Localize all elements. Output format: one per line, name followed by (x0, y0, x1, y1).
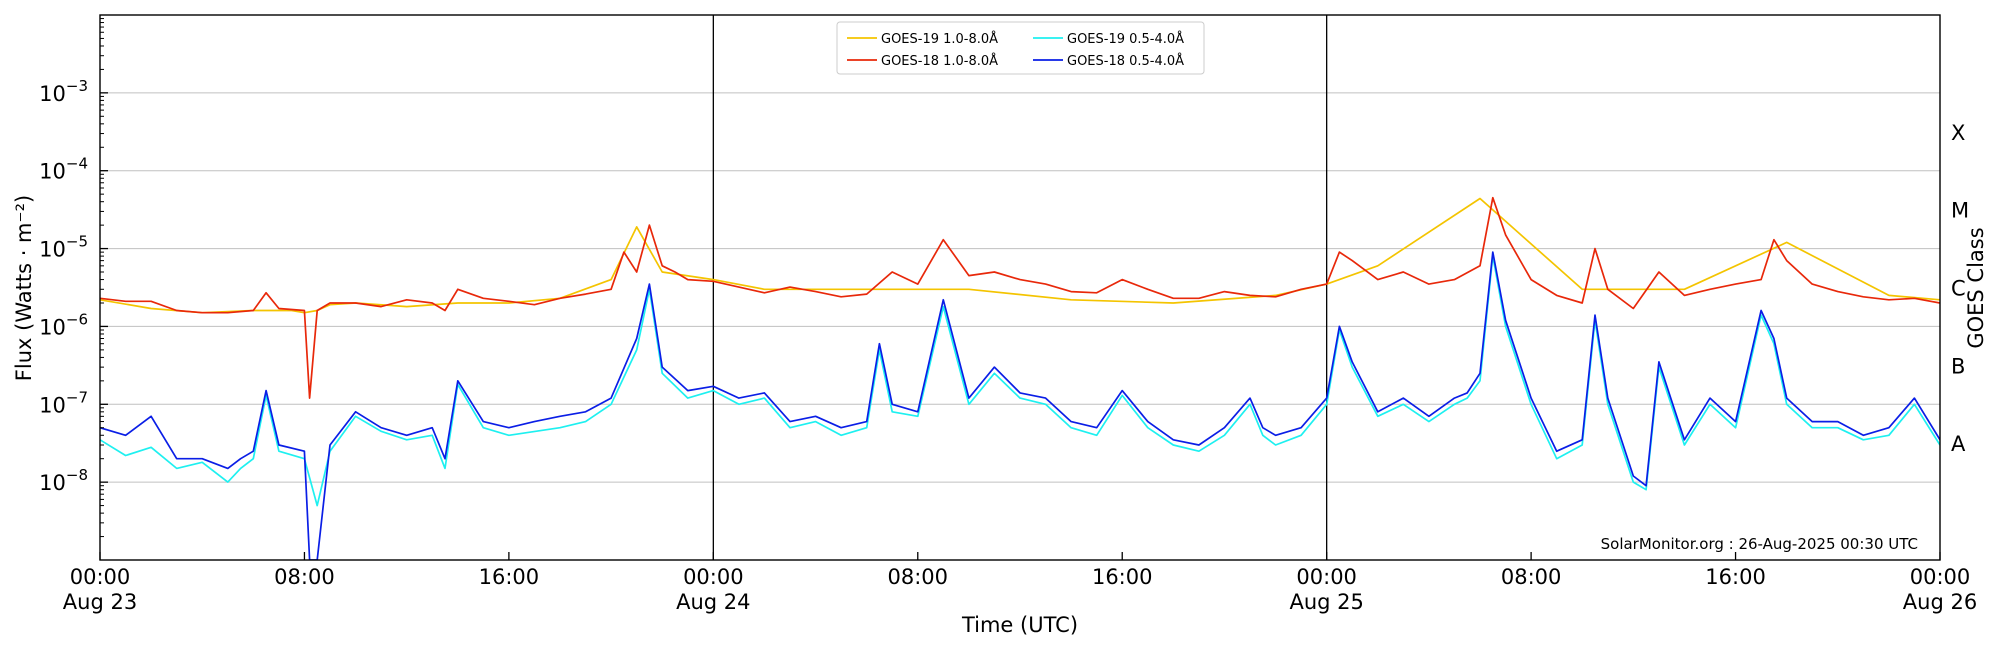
x-tick-time-label: 00:00 (70, 565, 131, 589)
goes-class-label: B (1951, 354, 1965, 378)
x-tick-time-label: 00:00 (1910, 565, 1971, 589)
series-line (100, 255, 1940, 507)
series-lines (100, 196, 1940, 560)
y-axis-ticks: 10−8 10−7 10−6 10−5 10−4 10−3 (39, 18, 108, 538)
x-axis-label: Time (UTC) (961, 613, 1078, 637)
goes-class-label: C (1951, 277, 1966, 301)
series-line (100, 251, 1940, 560)
x-tick-date-label: Aug 24 (676, 590, 750, 614)
legend-box (836, 21, 1205, 75)
goes-class-label: M (1951, 199, 1969, 223)
y-tick-label: 10−3 (39, 77, 88, 106)
day-separators (712, 15, 1328, 560)
legend-label: GOES-18 0.5-4.0Å (1067, 53, 1184, 69)
legend-label: GOES-19 0.5-4.0Å (1067, 31, 1184, 47)
series-line (100, 197, 1940, 314)
x-tick-time-label: 16:00 (1705, 565, 1766, 589)
x-tick-date-label: Aug 26 (1903, 590, 1977, 614)
x-tick-time-label: 08:00 (1501, 565, 1562, 589)
plot-frame (99, 14, 1941, 561)
series-line (100, 196, 1940, 399)
x-tick-time-label: 08:00 (888, 565, 949, 589)
credit-text: SolarMonitor.org : 26-Aug-2025 00:30 UTC (1601, 535, 1918, 553)
goes-class-label: X (1951, 121, 1965, 145)
y-tick-label: 10−7 (39, 388, 88, 417)
goes-class-labels: A B C M X (1951, 121, 1969, 456)
x-tick-time-label: 00:00 (683, 565, 744, 589)
legend: GOES-19 1.0-8.0Å GOES-18 1.0-8.0Å GOES-19 … (836, 21, 1205, 75)
legend-label: GOES-19 1.0-8.0Å (881, 31, 998, 47)
y-tick-label: 10−6 (39, 310, 88, 339)
x-tick-time-label: 16:00 (479, 565, 540, 589)
y-tick-label: 10−8 (39, 466, 88, 495)
y-tick-label: 10−5 (39, 233, 88, 262)
x-tick-time-label: 16:00 (1092, 565, 1153, 589)
x-tick-date-label: Aug 25 (1289, 590, 1363, 614)
x-tick-time-label: 08:00 (274, 565, 335, 589)
x-tick-date-label: Aug 23 (63, 590, 137, 614)
legend-label: GOES-18 1.0-8.0Å (881, 53, 998, 69)
y-axis-label: Flux (Watts · m⁻²) (12, 195, 36, 381)
x-tick-time-label: 00:00 (1296, 565, 1357, 589)
y-tick-label: 10−4 (39, 155, 88, 184)
y2-axis-label: GOES Class (1964, 227, 1988, 348)
goes-class-label: A (1951, 432, 1966, 456)
